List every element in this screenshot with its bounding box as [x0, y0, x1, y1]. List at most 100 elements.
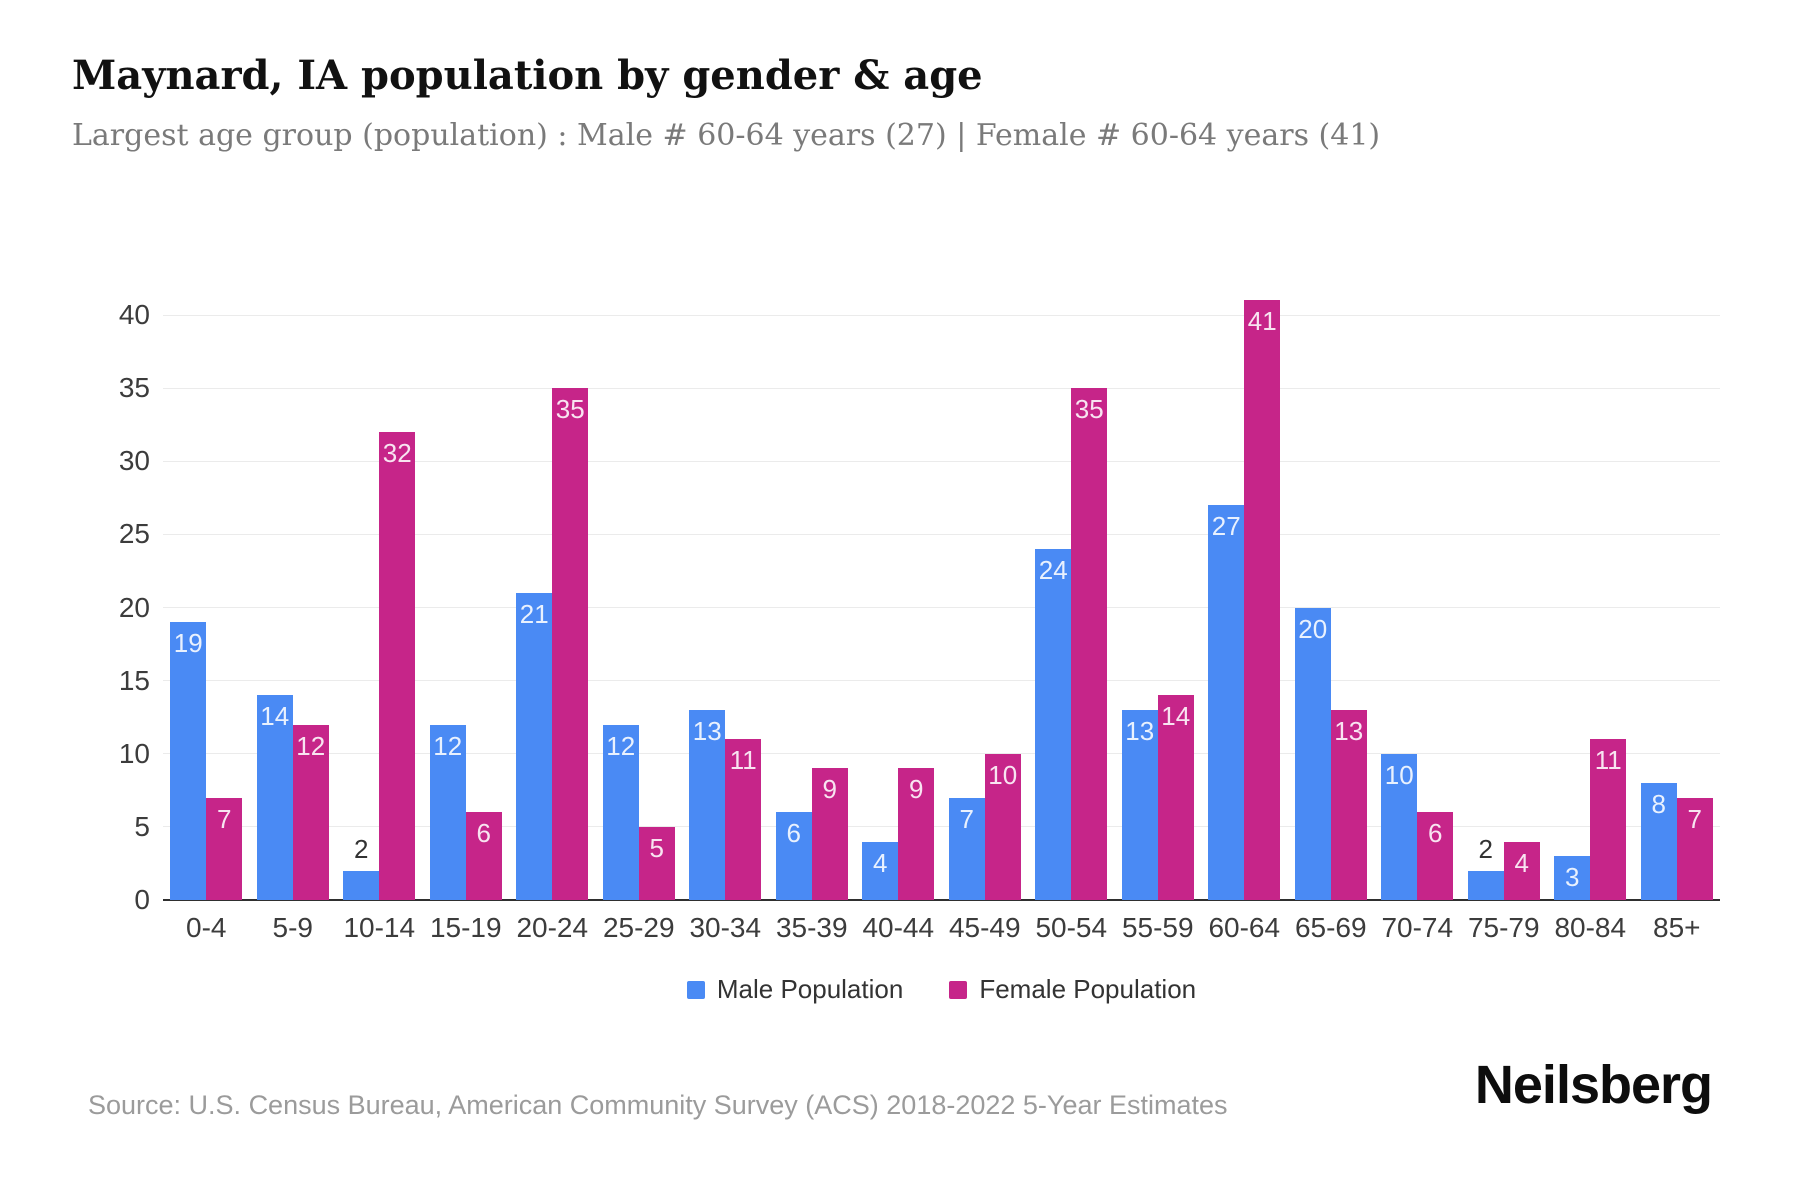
bar-male-40-44 — [862, 841, 899, 900]
bar-value-label: 12 — [296, 730, 326, 761]
bar-male-30-34 — [689, 709, 726, 900]
x-axis-label-50-54: 50-54 — [1035, 912, 1108, 943]
bar-value-label: 14 — [1161, 701, 1191, 732]
bar-female-70-74 — [1417, 812, 1454, 900]
bar-value-label: 3 — [1565, 862, 1580, 893]
bar-value-label: 9 — [822, 774, 837, 805]
bar-female-10-14 — [379, 432, 416, 900]
y-axis-tick-5: 5 — [134, 810, 150, 842]
y-axis-tick-40: 40 — [118, 299, 150, 330]
bar-male-0-4 — [170, 622, 207, 900]
bar-male-65-69 — [1294, 607, 1331, 900]
bar-value-label: 11 — [1594, 745, 1622, 776]
gridline-20 — [163, 607, 1720, 608]
bar-female-20-24 — [552, 388, 589, 900]
bar-male-25-29 — [602, 724, 639, 900]
source-attribution: Source: U.S. Census Bureau, American Com… — [88, 1090, 1228, 1120]
bar-value-label: 13 — [692, 715, 722, 746]
bar-value-label: 6 — [786, 818, 801, 849]
x-axis-label-0-4: 0-4 — [186, 912, 227, 943]
bar-male-15-19 — [429, 724, 466, 900]
bar-male-75-79 — [1467, 870, 1504, 900]
x-axis-label-5-9: 5-9 — [272, 912, 313, 943]
gridline-5 — [163, 826, 1720, 828]
chart-subtitle: Largest age group (population) : Male # … — [72, 118, 1381, 153]
gridline-10 — [163, 753, 1720, 755]
x-axis-label-10-14: 10-14 — [343, 912, 416, 943]
bar-male-5-9 — [256, 695, 293, 900]
bar-value-label: 6 — [1428, 818, 1443, 849]
bar-value-label: 4 — [1514, 847, 1529, 878]
bar-value-label: 5 — [649, 832, 664, 863]
x-axis-line — [163, 899, 1720, 901]
bar-value-label: 41 — [1247, 306, 1277, 337]
x-axis-label-70-74: 70-74 — [1381, 912, 1454, 943]
bar-female-65-69 — [1330, 709, 1367, 900]
bar-value-label: 12 — [433, 730, 463, 761]
bar-value-label: 35 — [555, 394, 585, 425]
bar-female-75-79 — [1503, 841, 1540, 900]
gridline-30 — [163, 460, 1720, 462]
bar-female-45-49 — [984, 753, 1021, 900]
bar-female-0-4 — [206, 797, 243, 900]
bar-value-label: 12 — [606, 730, 636, 761]
gridline-25 — [163, 533, 1720, 535]
bar-male-45-49 — [948, 797, 985, 900]
bar-value-label: 7 — [217, 803, 232, 834]
legend-item-male-population[interactable]: Male Population — [686, 974, 903, 1005]
legend-item-female-population[interactable]: Female Population — [949, 974, 1196, 1005]
bar-value-label: 6 — [476, 818, 491, 849]
x-axis-label-40-44: 40-44 — [862, 912, 935, 943]
bar-female-40-44 — [898, 768, 935, 900]
chart-legend: Male Population Female Population — [163, 974, 1720, 1005]
x-axis-label-35-39: 35-39 — [775, 912, 848, 943]
bar-female-35-39 — [811, 768, 848, 900]
chart-title: Maynard, IA population by gender & age — [72, 52, 983, 99]
bar-value-label: 7 — [1687, 803, 1702, 834]
bar-male-50-54 — [1035, 549, 1072, 900]
x-axis-label-60-64: 60-64 — [1208, 912, 1281, 943]
female-series-swatch-icon — [949, 980, 968, 999]
bar-value-label: 11 — [729, 745, 757, 776]
y-axis-tick-25: 25 — [118, 518, 150, 550]
bar-value-label: 27 — [1211, 511, 1241, 542]
bar-value-label: 10 — [988, 759, 1018, 790]
y-axis-tick-0: 0 — [134, 884, 150, 915]
bar-value-label: 10 — [1384, 759, 1414, 790]
x-axis-label-65-69: 65-69 — [1294, 912, 1367, 943]
bar-female-30-34 — [725, 739, 762, 900]
bar-male-10-14 — [343, 870, 380, 900]
y-axis-tick-30: 30 — [118, 445, 150, 477]
bar-female-80-84 — [1590, 739, 1627, 900]
y-axis-tick-35: 35 — [118, 372, 150, 404]
bar-male-20-24 — [516, 592, 553, 900]
x-axis-label-15-19: 15-19 — [429, 912, 502, 943]
x-axis-label-75-79: 75-79 — [1467, 912, 1540, 943]
bar-value-label: 35 — [1074, 394, 1104, 425]
bar-value-label: 2 — [354, 833, 369, 864]
bar-value-label: 14 — [260, 701, 290, 732]
bar-male-35-39 — [775, 812, 812, 900]
gridline-15 — [163, 680, 1720, 682]
bar-value-label: 2 — [1478, 833, 1493, 864]
bar-male-70-74 — [1381, 753, 1418, 900]
bar-value-label: 24 — [1038, 555, 1068, 585]
bar-male-80-84 — [1554, 856, 1591, 900]
bar-male-60-64 — [1208, 505, 1245, 900]
x-axis-label-55-59: 55-59 — [1121, 912, 1194, 943]
bar-female-5-9 — [292, 724, 329, 900]
y-axis-tick-10: 10 — [118, 737, 150, 769]
bar-value-label: 7 — [959, 803, 974, 834]
x-axis-label-25-29: 25-29 — [602, 912, 675, 943]
bar-value-label: 9 — [909, 774, 924, 805]
bar-female-50-54 — [1071, 388, 1108, 900]
bar-female-25-29 — [638, 826, 675, 900]
bar-value-label: 21 — [519, 598, 549, 629]
y-axis-tick-15: 15 — [118, 664, 150, 696]
bar-value-label: 13 — [1125, 715, 1155, 746]
bar-value-label: 32 — [382, 438, 412, 468]
bar-value-label: 20 — [1298, 613, 1328, 644]
x-axis-label-85+: 85+ — [1653, 912, 1701, 943]
